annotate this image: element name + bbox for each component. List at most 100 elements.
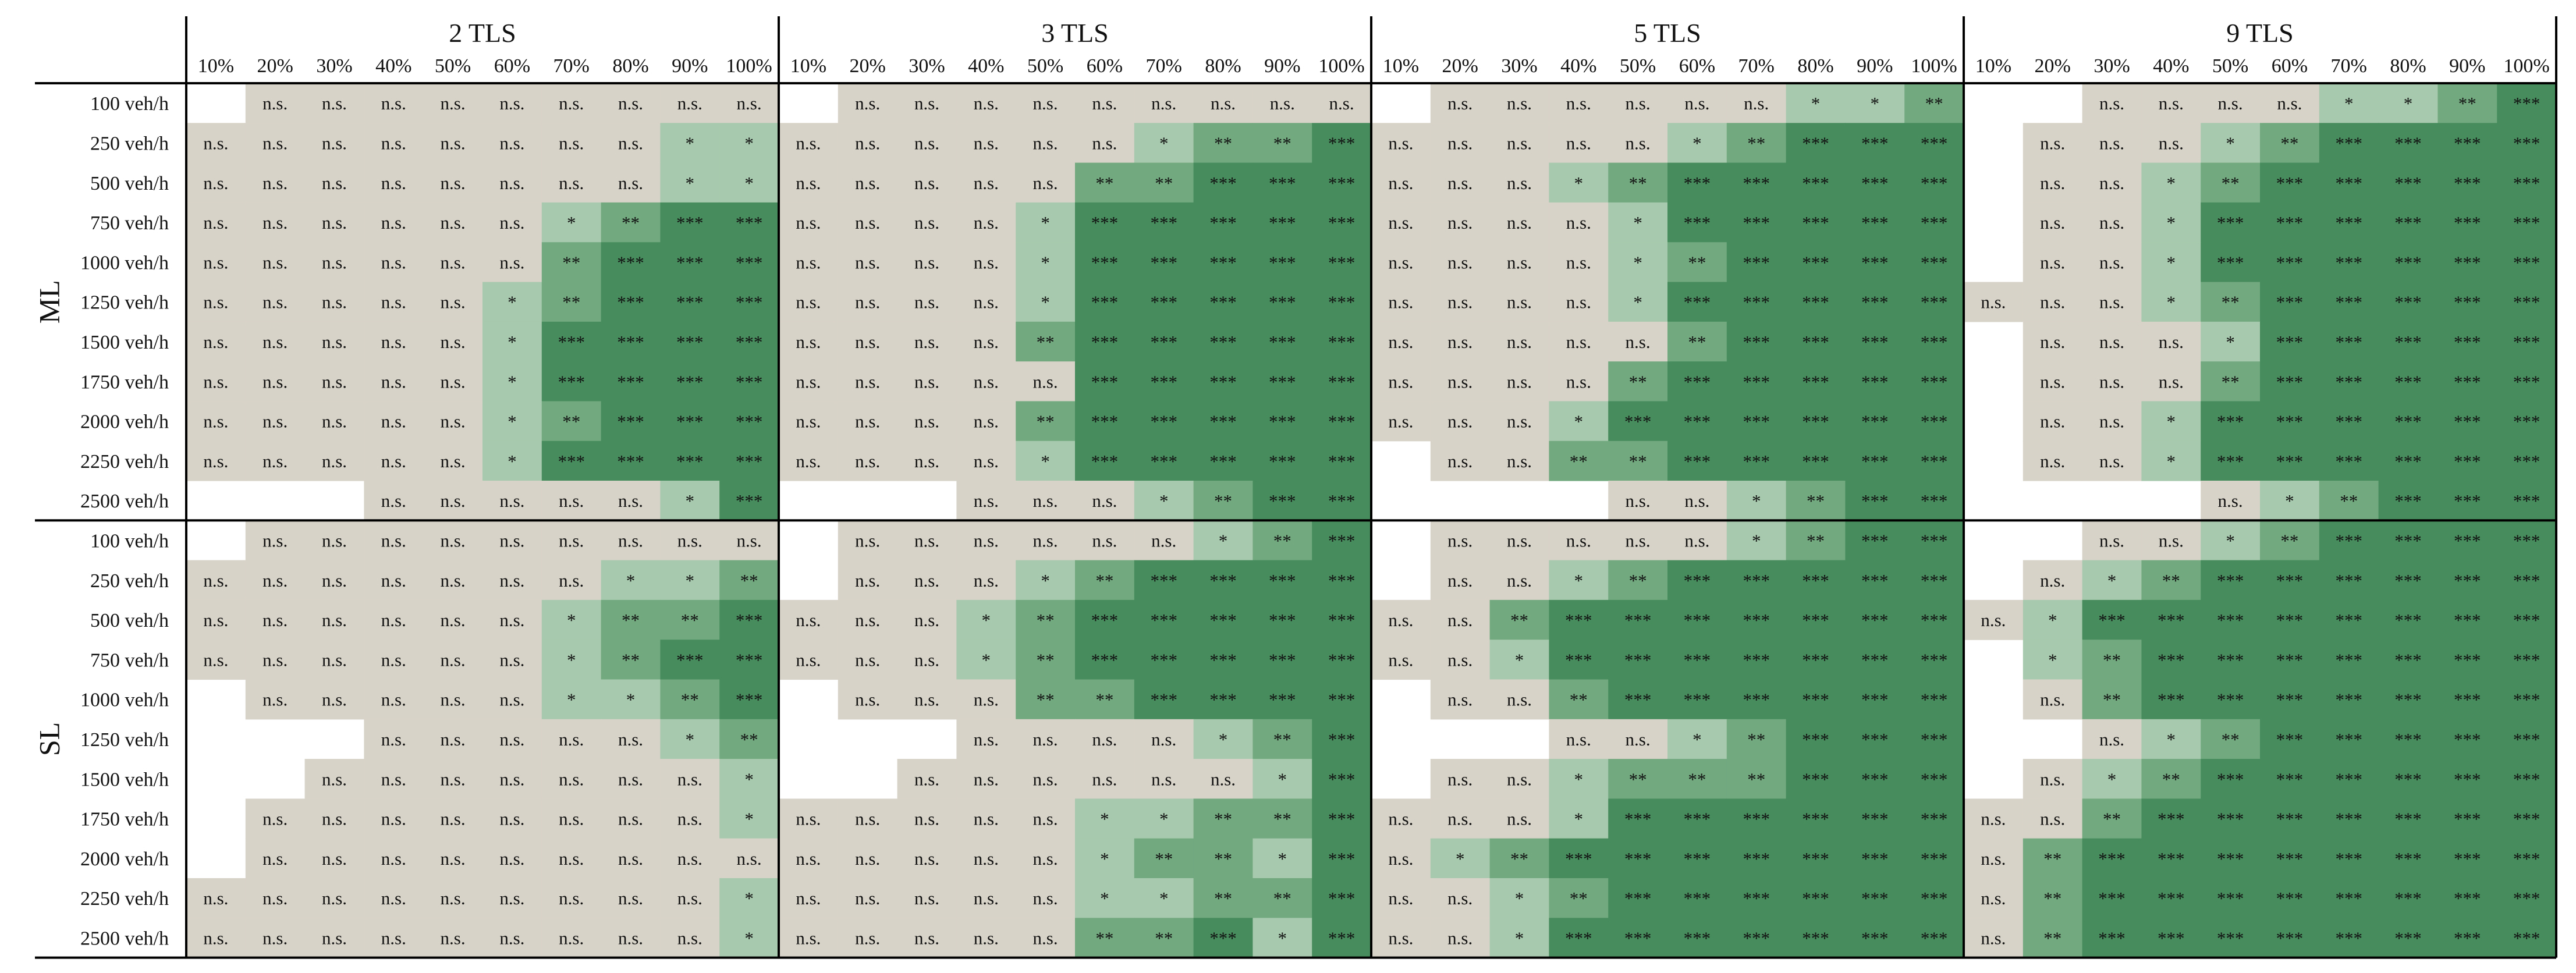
cell-label: *** [1861,888,1889,908]
heatmap-cell [1252,838,1312,879]
heatmap-cell [1904,361,1964,402]
cell-label: n.s. [1447,809,1472,829]
heatmap-cell [304,321,364,362]
cell-label: n.s. [322,133,347,153]
cell-label: *** [1861,729,1889,750]
heatmap-cell [1667,282,1727,322]
heatmap-cell [245,520,306,561]
cell-label: *** [2394,848,2422,869]
heatmap-cell [1549,719,1609,759]
cell-label: n.s. [1388,292,1413,313]
heatmap-cell [1134,123,1194,164]
cell-label: n.s. [322,93,347,113]
cell-label: *** [1861,252,1889,272]
heatmap-cell [1252,759,1312,799]
cell-label: n.s. [262,133,288,153]
cell-label: * [1278,928,1287,948]
cell-label: *** [2454,888,2481,908]
cell-label: *** [2454,769,2481,789]
cell-label: n.s. [381,848,406,869]
heatmap-cell [1549,321,1609,362]
heatmap-cell [1193,560,1253,601]
heatmap-cell [601,321,661,362]
cell-label: n.s. [1033,928,1058,948]
cell-label: * [1871,93,1880,113]
heatmap-cell [1845,202,1905,243]
cell-label: *** [2454,570,2481,591]
heatmap-cell [304,679,364,720]
cell-label: *** [1624,610,1652,630]
cell-label: * [686,173,695,193]
heatmap-cell [1786,798,1846,839]
heatmap-cell [1489,242,1549,283]
heatmap-cell [779,361,839,402]
heatmap-cell [956,242,1016,283]
heatmap-cell [897,679,957,720]
cell-label: n.s. [441,451,466,471]
cell-label: ** [1095,570,1113,591]
cell-label: n.s. [1684,530,1709,551]
heatmap-cell [1016,123,1076,164]
heatmap-cell [838,361,898,402]
heatmap-cell [1193,599,1253,640]
cell-label: n.s. [1566,332,1591,352]
cell-label: *** [1209,690,1237,710]
heatmap-cell [2082,162,2142,203]
cell-label: ** [1273,729,1291,750]
cell-label: n.s. [262,252,288,272]
cell-label: *** [1328,173,1356,193]
heatmap-cell [1312,599,1372,640]
heatmap-cell [2437,162,2497,203]
cell-label: n.s. [914,371,939,392]
heatmap-cell [1845,481,1905,521]
heatmap-cell [541,123,602,164]
heatmap-cell [2082,520,2142,561]
heatmap-cell [1667,798,1727,839]
cell-label: n.s. [974,133,999,153]
cell-label: *** [676,212,704,233]
cell-label: *** [2158,928,2185,948]
heatmap-cell [838,202,898,243]
heatmap-cell [838,798,898,839]
heatmap-cell [541,878,602,918]
heatmap-cell [1134,798,1194,839]
heatmap-cell [2437,123,2497,164]
cell-label: ** [2222,292,2240,313]
panel-title: 3 TLS [1041,18,1108,48]
cell-label: n.s. [1507,530,1532,551]
cell-label: n.s. [1447,292,1472,313]
heatmap-cell [364,321,424,362]
cell-label: n.s. [914,173,939,193]
heatmap-cell [956,759,1016,799]
cell-label: *** [2513,570,2540,591]
cell-label: n.s. [381,888,406,908]
heatmap-cell [2201,361,2261,402]
heatmap-cell [1904,520,1964,561]
heatmap-cell [660,759,720,799]
cell-label: n.s. [618,848,643,869]
cell-label: * [1456,848,1465,869]
cell-label: n.s. [914,451,939,471]
cell-label: n.s. [203,252,228,272]
heatmap-cell [1075,679,1135,720]
heatmap-cell [1549,918,1609,958]
level-header: 90% [2449,55,2485,77]
cell-label: *** [1269,610,1296,630]
heatmap-cell [1726,918,1787,958]
heatmap-cell [1016,878,1076,918]
heatmap-cell [779,123,839,164]
heatmap-cell [2437,481,2497,521]
heatmap-cell [364,798,424,839]
heatmap-cell [897,242,957,283]
cell-label: *** [1565,610,1592,630]
heatmap-cell [719,242,779,283]
cell-label: ** [1688,252,1706,272]
heatmap-cell [2378,123,2438,164]
cell-label: n.s. [441,928,466,948]
cell-label: * [1574,570,1584,591]
heatmap-cell [1489,361,1549,402]
cell-label: n.s. [381,610,406,630]
heatmap-cell [364,599,424,640]
cell-label: n.s. [1092,530,1117,551]
cell-label: *** [1269,332,1296,352]
